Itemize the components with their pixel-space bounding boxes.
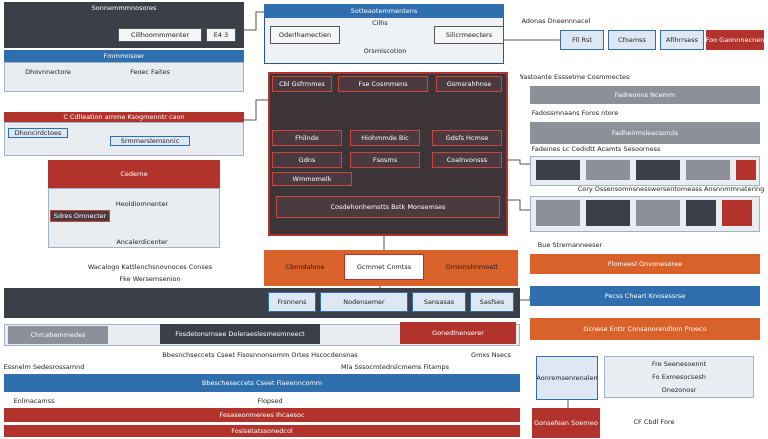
node-label: Nodensemer xyxy=(320,292,408,312)
node-label: Cory Ossensomnsnesswersentomeass Ansnnmm… xyxy=(577,185,765,193)
connector xyxy=(244,11,264,31)
node-label: Oderlhamectien xyxy=(270,26,340,44)
node-label: Gdsfs Hcmse xyxy=(432,130,502,146)
node-label: Wastoante Esssetme Cosmmectess xyxy=(520,73,630,81)
node-label: Fsosms xyxy=(350,152,420,168)
node-label: Fre Seenesoennt xyxy=(651,360,707,368)
panel xyxy=(722,200,752,226)
node-label: Fse Cosmmens xyxy=(338,76,428,92)
node-label: Pecss Cheart Knosessrse xyxy=(530,286,760,306)
panel xyxy=(636,200,680,226)
node-label: Fosisetatssonedcol xyxy=(4,425,520,437)
node-label: Flopsed xyxy=(257,397,283,405)
node-label: Fo Exmesocsesh xyxy=(652,373,706,381)
node-label: Fesaseonmerees Ihcaesoc xyxy=(4,408,520,422)
node-label: Bbesnchseccets Cseet Fisosnnonsomm Ortes… xyxy=(162,351,358,359)
panel xyxy=(4,62,244,92)
node-label: Gcmmet Cnmtss xyxy=(344,254,424,280)
node-label: Wmmomelk xyxy=(272,172,352,186)
node-label: Fadheirmsleacsoruls xyxy=(530,122,760,144)
node-label: Fhilnde xyxy=(272,130,342,146)
node-label: Orsmiscotion xyxy=(363,47,407,55)
node-label: Adonas Dneennnacel xyxy=(521,17,591,25)
node-label: Dhovnnectore xyxy=(25,68,71,76)
node-label: Gsmsrahhnse xyxy=(436,76,502,92)
node-label: Essnelm Sedesrossamnd xyxy=(4,363,84,371)
node-label: Cfoamss xyxy=(608,30,656,50)
node-label: Gonedlnenserer xyxy=(400,322,516,344)
connector xyxy=(508,199,530,211)
node-label: Sonnemmmnosores xyxy=(4,2,244,14)
node-label: Silicrmeecters xyxy=(434,26,504,44)
node-label: Sansasas xyxy=(412,292,466,312)
node-label: Sdres Omnecter xyxy=(50,210,110,222)
node-label: Flomeesl Onvonesoree xyxy=(530,254,760,274)
node-label: Ancalerdicenter xyxy=(116,238,168,246)
node-label: Gonsefean Soerneo xyxy=(532,408,600,438)
node-label: Foo Gaonnnecnen xyxy=(706,30,764,50)
node-label: Fmmmnsoer xyxy=(4,50,244,62)
node-label: Sotteaotemmentens xyxy=(264,4,504,18)
node-label: Afihrrsess xyxy=(660,30,704,50)
node-label: Cbnndalone xyxy=(285,263,325,271)
connector xyxy=(244,99,268,121)
node-label: Gcnese Enttr Consanorendlom Proeco xyxy=(530,318,760,340)
node-label: Bbescheseccets Cseet Fiaeenncomm xyxy=(4,374,520,392)
connector xyxy=(508,159,530,165)
node-label: Cillhoommmenter xyxy=(118,28,202,42)
panel xyxy=(604,356,754,398)
node-label: Sasfses xyxy=(470,292,514,312)
node-label: Aonremsenrenalen xyxy=(536,356,598,400)
node-label: Wacalogo Kattlenchsnovnoces Conses xyxy=(87,263,213,271)
node-label: Cbl Gsfrmmes xyxy=(272,76,332,92)
node-label: Srmmerslemsnnic xyxy=(110,136,190,146)
panel xyxy=(736,160,756,180)
node-label: Hiohmmde Bic xyxy=(350,130,420,146)
node-label: CF Cbdl Fore xyxy=(633,418,675,426)
node-label: Coalnvonsss xyxy=(432,152,502,168)
node-label: Fosdetonsrnsee Doleraeslesmesmneect xyxy=(160,324,320,344)
node-label: Gmxs Nsecs xyxy=(471,351,511,359)
node-label: Chrcebammedes xyxy=(8,326,108,344)
node-label: Cilhs xyxy=(372,19,388,27)
connector xyxy=(520,296,531,301)
node-label: Mla Sssocmtedrslcmems Fitamps xyxy=(341,363,449,371)
node-label: Onezonosr xyxy=(661,386,697,394)
node-label: Gmsmolmmoatt xyxy=(445,263,499,271)
node-label: Heoldiomnenter xyxy=(115,200,169,208)
node-label: Fadeines Lc Cedidtt Acamts Sesoorness xyxy=(531,145,661,153)
node-label: Cederne xyxy=(48,160,220,188)
panel xyxy=(636,160,680,180)
panel xyxy=(536,200,580,226)
panel xyxy=(586,160,630,180)
node-label: E4 3 xyxy=(206,28,236,42)
node-label: Bue Stremanneeser xyxy=(537,241,603,249)
node-label: Fadreonns Ncemm xyxy=(530,86,760,104)
node-label: Feoec Faites xyxy=(130,68,170,76)
node-label: Frsnnens xyxy=(268,292,316,312)
node-label: Enlmacamss xyxy=(13,397,55,405)
node-label: Dhoncirdctoes xyxy=(8,128,68,138)
node-label: Fadossmnaans Foros ntore xyxy=(531,109,619,117)
panel xyxy=(686,160,730,180)
node-label: C Cdlleation amme Ksogmenntr caon xyxy=(4,112,244,122)
node-label: Fll Rst xyxy=(560,30,604,50)
panel xyxy=(686,200,716,226)
panel xyxy=(586,200,630,226)
node-label: Fke Wersemsenion xyxy=(119,275,181,283)
panel xyxy=(536,160,580,180)
node-label: Gdns xyxy=(272,152,342,168)
node-label: Cosdehonhemstts Bstk Monsemses xyxy=(276,196,500,218)
